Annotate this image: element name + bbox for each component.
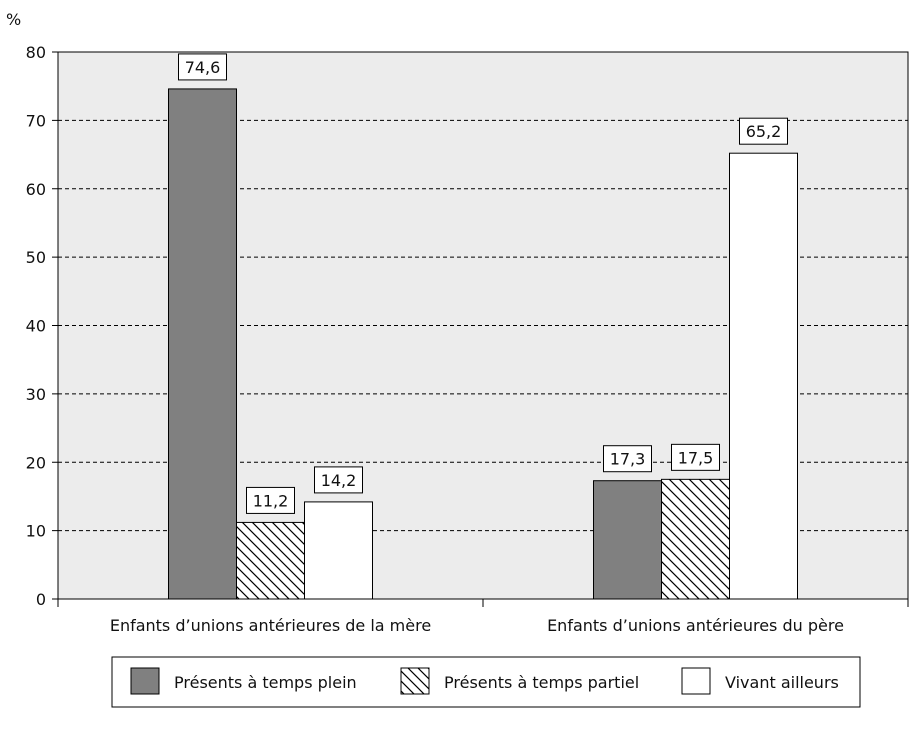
legend-frame — [111, 656, 861, 708]
category-label: Enfants d’unions antérieures de la mère — [110, 616, 431, 635]
legend-swatch — [400, 667, 430, 695]
bar — [593, 480, 662, 600]
y-tick-label: 80 — [26, 43, 46, 62]
data-label: 65,2 — [746, 122, 782, 141]
y-tick-label: 50 — [26, 248, 46, 267]
y-tick-label: 0 — [36, 590, 46, 609]
data-label: 14,2 — [321, 471, 357, 490]
data-label: 17,3 — [610, 450, 646, 469]
legend-swatch — [681, 667, 711, 695]
data-label: 11,2 — [253, 491, 289, 510]
data-label-box — [671, 443, 720, 471]
legend-label: Présents à temps partiel — [444, 673, 639, 692]
bar — [661, 478, 730, 600]
legend-label: Vivant ailleurs — [725, 673, 839, 692]
y-tick-label: 60 — [26, 180, 46, 199]
bar — [304, 501, 373, 600]
y-tick-label: 10 — [26, 522, 46, 541]
data-label-box — [246, 486, 295, 514]
bar — [729, 152, 798, 600]
plot-area: 0 10 20 30 40 50 60 70 80 74,6 11,2 14,2 Enfants d’u… — [26, 43, 909, 635]
y-tick-label: 40 — [26, 317, 46, 336]
y-tick-label: 70 — [26, 111, 46, 130]
data-label-box — [603, 445, 652, 473]
bar — [168, 88, 237, 600]
bar — [236, 521, 305, 600]
data-label-box — [739, 117, 788, 145]
y-tick-label: 30 — [26, 385, 46, 404]
y-tick-label: 20 — [26, 453, 46, 472]
y-axis-label: % — [6, 10, 21, 29]
data-label: 17,5 — [678, 448, 714, 467]
data-label-box — [178, 53, 227, 81]
legend-label: Présents à temps plein — [174, 673, 357, 692]
legend: Présents à temps plein Présents à temps p… — [111, 656, 861, 708]
category-label: Enfants d’unions antérieures du père — [547, 616, 844, 635]
data-label-box — [314, 466, 363, 494]
legend-swatch — [130, 667, 160, 695]
data-label: 74,6 — [185, 58, 221, 77]
